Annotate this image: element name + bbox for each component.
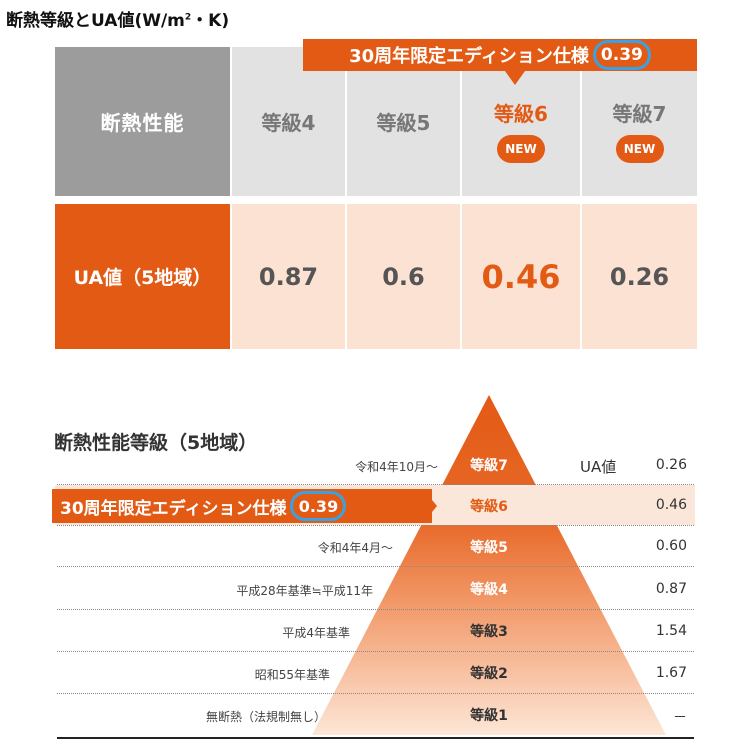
- ua-column-header: UA値: [580, 458, 617, 476]
- row-note: 平成4年基準: [282, 626, 350, 640]
- banner-pointer-icon: [505, 71, 525, 85]
- ua-value-text: 0.26: [609, 262, 670, 291]
- ua-value-text: 0.46: [481, 257, 561, 296]
- pyramid-ua-7: 0.26: [655, 457, 687, 473]
- pyramid-ua-1: －: [673, 710, 687, 726]
- pyramid-ua-3: 1.54: [655, 623, 687, 639]
- row-divider: [57, 484, 694, 485]
- pyramid-ua-2: 1.67: [655, 665, 687, 681]
- ua-row-label: UA値（5地域）: [55, 204, 230, 349]
- grade-text: 等級4: [261, 111, 316, 135]
- row-divider: [57, 566, 694, 567]
- ua-row-label-text: UA値（5地域）: [73, 267, 212, 289]
- grade-text: 等級5: [376, 111, 431, 135]
- row-divider: [57, 609, 694, 610]
- pyramid-heading: 断熱性能等級（5地域）: [54, 432, 258, 454]
- table-header-label: 断熱性能: [55, 47, 230, 196]
- row-note: 無断熱（法規制無し）: [205, 710, 326, 724]
- row-divider: [57, 693, 694, 694]
- ua-value-5: 0.6: [347, 204, 460, 349]
- ua-value-7: 0.26: [582, 204, 697, 349]
- grade-header-4: 等級4: [232, 47, 345, 196]
- edition-banner-row6: 30周年限定エディション仕様 0.39: [52, 489, 432, 523]
- grade-header-7: 等級7 NEW: [582, 47, 697, 196]
- row-note: 昭和55年基準: [254, 668, 330, 682]
- edition-banner-label: 30周年限定エディション仕様: [349, 46, 589, 67]
- banner-pointer-icon: [423, 489, 437, 523]
- edition-ua-pill: 0.39: [592, 40, 651, 70]
- edition-ua-pill: 0.39: [290, 491, 347, 521]
- grade-header-5: 等級5: [347, 47, 460, 196]
- pyramid-grade-3: 等級3: [470, 624, 508, 640]
- new-badge: NEW: [497, 135, 545, 163]
- row-note: 平成28年基準≒平成11年: [236, 584, 373, 598]
- pyramid-grade6-band: [416, 485, 562, 525]
- ua-value-6: 0.46: [462, 204, 580, 349]
- row-divider: [57, 651, 694, 652]
- pyramid-grade-2: 等級2: [470, 666, 508, 682]
- page-title: 断熱等級とUA値(W/m2・K): [6, 11, 230, 31]
- pyramid-grade-4: 等級4: [470, 582, 508, 598]
- row-note: 令和4年4月～: [317, 541, 393, 555]
- row-divider: [57, 525, 694, 526]
- ua-value-text: 0.6: [382, 262, 425, 291]
- pyramid-grade-7: 等級7: [470, 458, 508, 474]
- pyramid-ua-6: 0.46: [655, 497, 687, 513]
- pyramid-ua-5: 0.60: [655, 538, 687, 554]
- row-note: 令和4年10月～: [355, 460, 438, 474]
- pyramid-shape: [312, 395, 666, 735]
- pyramid-grade-5: 等級5: [470, 540, 508, 556]
- bottom-rule: [57, 737, 694, 739]
- edition-banner-label: 30周年限定エディション仕様: [60, 498, 287, 519]
- grade-text: 等級7: [612, 102, 667, 126]
- new-badge: NEW: [615, 135, 664, 163]
- ua-value-4: 0.87: [232, 204, 345, 349]
- grade-text: 等級6: [494, 102, 548, 126]
- edition-banner: 30周年限定エディション仕様 0.39: [303, 39, 697, 71]
- ua-value-text: 0.87: [258, 262, 319, 291]
- pyramid-ua-4: 0.87: [655, 581, 687, 597]
- pyramid-grade-6: 等級6: [470, 499, 508, 515]
- header-label-text: 断熱性能: [100, 111, 185, 135]
- pyramid-grade-1: 等級1: [470, 708, 508, 724]
